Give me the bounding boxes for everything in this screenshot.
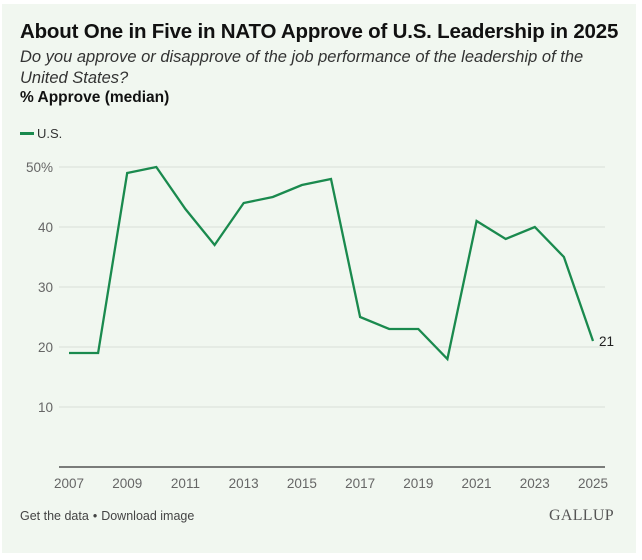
y-tick-label: 40 xyxy=(38,220,53,235)
get-data-link[interactable]: Get the data xyxy=(20,509,89,523)
x-tick-label: 2013 xyxy=(229,476,259,491)
end-value-label: 21 xyxy=(599,334,614,349)
chart-subtitle: Do you approve or disapprove of the job … xyxy=(20,48,584,87)
chart-panel xyxy=(2,4,636,553)
x-tick-label: 2025 xyxy=(578,476,608,491)
x-tick-label: 2017 xyxy=(345,476,375,491)
gridlines xyxy=(59,166,605,408)
x-axis-ticks: 2007 2009 2011 2013 2015 2017 2019 2021 2023 2025 xyxy=(54,476,608,491)
legend-label-us: U.S. xyxy=(37,126,63,141)
footer-separator: • xyxy=(92,509,98,523)
y-tick-label: 20 xyxy=(38,340,53,355)
footer-links: Get the data • Download image xyxy=(20,509,194,523)
y-tick-label: 10 xyxy=(38,400,53,415)
x-tick-label: 2021 xyxy=(462,476,492,491)
x-tick-label: 2023 xyxy=(520,476,550,491)
x-tick-label: 2007 xyxy=(54,476,84,491)
gallup-logo: GALLUP xyxy=(549,507,614,524)
series-points xyxy=(68,166,594,360)
series-line-us xyxy=(69,165,595,362)
chart-title: About One in Five in NATO Approve of U.S… xyxy=(20,20,619,43)
x-tick-label: 2011 xyxy=(171,476,200,491)
download-image-link[interactable]: Download image xyxy=(101,509,195,523)
x-tick-label: 2009 xyxy=(112,476,142,491)
y-tick-label: 50% xyxy=(26,160,53,175)
x-tick-label: 2019 xyxy=(403,476,433,491)
measure-label: % Approve (median) xyxy=(20,89,170,106)
y-axis-ticks: 50% 40 30 20 10 xyxy=(26,160,53,415)
y-tick-label: 30 xyxy=(38,280,53,295)
x-tick-label: 2015 xyxy=(287,476,317,491)
legend-swatch-us xyxy=(20,132,34,135)
legend: U.S. xyxy=(20,126,62,141)
